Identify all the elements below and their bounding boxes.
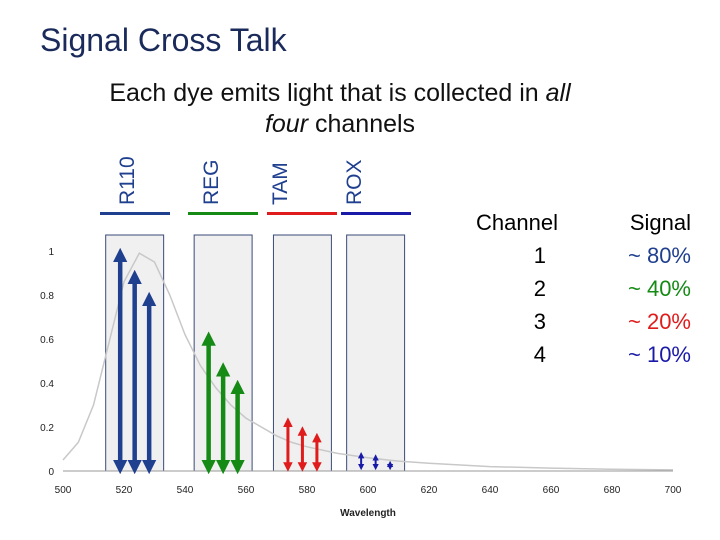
x-tick-label: 540 bbox=[177, 485, 194, 496]
table-channel-number: 3 bbox=[533, 309, 546, 334]
x-tick-label: 500 bbox=[55, 485, 72, 496]
slide-subtitle: Each dye emits light that is collected i… bbox=[60, 78, 620, 140]
table-row: 4 ~ 10% bbox=[476, 338, 691, 371]
x-tick-label: 560 bbox=[238, 485, 255, 496]
y-tick-label: 1 bbox=[48, 247, 54, 258]
x-tick-label: 620 bbox=[421, 485, 438, 496]
x-tick-label: 700 bbox=[665, 485, 682, 496]
table-channel-number: 1 bbox=[533, 243, 546, 268]
table-row: 2 ~ 40% bbox=[476, 272, 691, 305]
signal-table: Channel Signal 1 ~ 80% 2 ~ 40% 3 ~ 20% 4 ~ 10% bbox=[476, 206, 691, 371]
table-signal-value: ~ 40% bbox=[628, 276, 691, 301]
y-tick-label: 0.8 bbox=[40, 291, 54, 302]
table-signal-value: ~ 10% bbox=[628, 342, 691, 367]
table-row: 3 ~ 20% bbox=[476, 305, 691, 338]
y-tick-label: 0 bbox=[48, 467, 54, 478]
slide-title: Signal Cross Talk bbox=[40, 22, 287, 58]
channel-bar-r110 bbox=[99, 212, 170, 215]
x-tick-label: 600 bbox=[360, 485, 377, 496]
channel-bar-rox bbox=[340, 212, 411, 215]
channel-window-rox bbox=[346, 234, 406, 472]
x-tick-label: 660 bbox=[543, 485, 560, 496]
y-tick-label: 0.2 bbox=[40, 423, 54, 434]
channel-bar-tam bbox=[267, 212, 338, 215]
x-tick-label: 580 bbox=[299, 485, 316, 496]
table-channel-number: 4 bbox=[533, 342, 546, 367]
channel-bar-reg bbox=[188, 212, 259, 215]
x-tick-label: 680 bbox=[604, 485, 621, 496]
table-row: 1 ~ 80% bbox=[476, 239, 691, 272]
x-axis-title: Wavelength bbox=[340, 508, 396, 519]
table-header-signal: Signal bbox=[629, 210, 691, 235]
x-tick-label: 640 bbox=[482, 485, 499, 496]
table-signal-value: ~ 20% bbox=[628, 309, 691, 334]
subtitle-text-before: Each dye emits light that is collected i… bbox=[109, 79, 546, 107]
table-header-channel: Channel bbox=[476, 210, 558, 235]
subtitle-italic-four: four bbox=[264, 110, 309, 138]
subtitle-italic-all: all bbox=[545, 79, 571, 107]
x-tick-label: 520 bbox=[116, 485, 133, 496]
y-tick-label: 0.4 bbox=[40, 379, 54, 390]
y-tick-label: 0.6 bbox=[40, 335, 54, 346]
subtitle-text-after: channels bbox=[308, 110, 416, 138]
table-signal-value: ~ 80% bbox=[628, 243, 691, 268]
table-channel-number: 2 bbox=[533, 276, 546, 301]
